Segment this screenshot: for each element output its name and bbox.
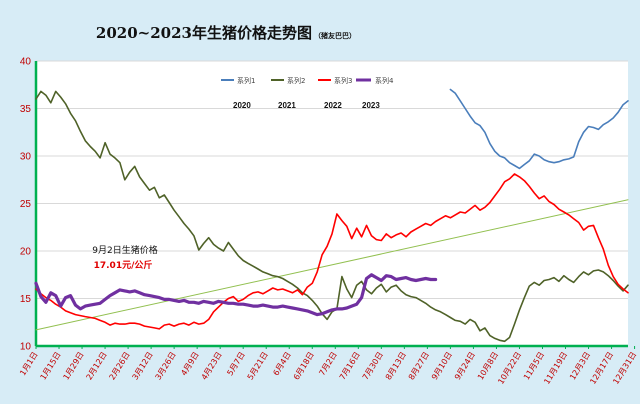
legend-label-series4: 系列4 [375, 76, 394, 85]
series-line-1 [449, 88, 629, 170]
x-tick-label: 7月2日 [317, 350, 339, 377]
x-tick-label: 11月19日 [542, 350, 569, 386]
y-tick-label: 35 [20, 104, 32, 115]
legend-label-series2: 系列2 [287, 76, 305, 85]
x-tick-label: 4月9日 [179, 350, 201, 377]
y-tick-label: 40 [20, 57, 32, 68]
x-tick-label: 6月18日 [292, 350, 316, 381]
x-tick-label: 5月21日 [246, 350, 270, 381]
legend: 系列1 系列2 系列3 系列4 [221, 76, 394, 85]
chart-title: 2020~2023年生猪价格走势图 [96, 24, 312, 42]
series-line-2 [35, 90, 629, 343]
series-line-3 [35, 173, 629, 330]
year-label-2022: 2022 [324, 101, 342, 110]
x-tick-label: 1月15日 [39, 350, 63, 381]
x-tick-label: 9月24日 [453, 350, 477, 381]
y-tick-label: 25 [20, 199, 32, 210]
x-tick-label: 1月1日 [18, 350, 40, 377]
x-tick-label: 12月31日 [611, 350, 638, 386]
y-tick-label: 30 [20, 152, 32, 163]
x-tick-label: 8月27日 [407, 350, 431, 381]
x-tick-label: 6月4日 [271, 350, 293, 377]
chart-subtitle: （猪友巴巴） [314, 31, 356, 40]
x-tick-label: 5月7日 [225, 350, 247, 377]
legend-label-series3: 系列3 [334, 76, 352, 85]
x-tick-label: 7月16日 [338, 350, 362, 381]
x-tick-label: 4月23日 [200, 350, 224, 381]
x-tick-label: 11月5日 [522, 350, 546, 381]
annotation-date: 9月2日生猪价格 [92, 244, 157, 256]
x-tick-label: 2月26日 [108, 350, 132, 381]
year-label-2023: 2023 [362, 101, 380, 110]
y-axis-ticks: 10 15 20 25 30 35 40 [20, 57, 32, 353]
x-tick-label: 9月10日 [430, 350, 454, 381]
x-tick-label: 2月12日 [85, 350, 109, 381]
y-tick-label: 20 [20, 247, 32, 258]
x-tick-label: 1月29日 [62, 350, 86, 381]
x-tick-label: 8月13日 [384, 350, 408, 381]
x-tick-label: 10月22日 [496, 350, 523, 386]
series-lines [34, 88, 629, 343]
series-line-5 [35, 199, 629, 331]
legend-label-series1: 系列1 [237, 76, 255, 85]
x-tick-label: 3月12日 [131, 350, 155, 381]
y-tick-label: 15 [20, 294, 32, 305]
x-tick-label: 7月30日 [361, 350, 385, 381]
year-label-2020: 2020 [233, 101, 251, 110]
x-tick-label: 12月3日 [568, 350, 592, 381]
y-tick-label: 10 [20, 342, 32, 353]
x-tick-label: 3月26日 [154, 350, 178, 381]
series-line-4 [34, 273, 438, 317]
x-tick-label: 10月8日 [476, 350, 500, 381]
annotation-price: 17.01元/公斤 [94, 259, 153, 271]
year-label-2021: 2021 [278, 101, 296, 110]
grid-lines [36, 60, 628, 299]
